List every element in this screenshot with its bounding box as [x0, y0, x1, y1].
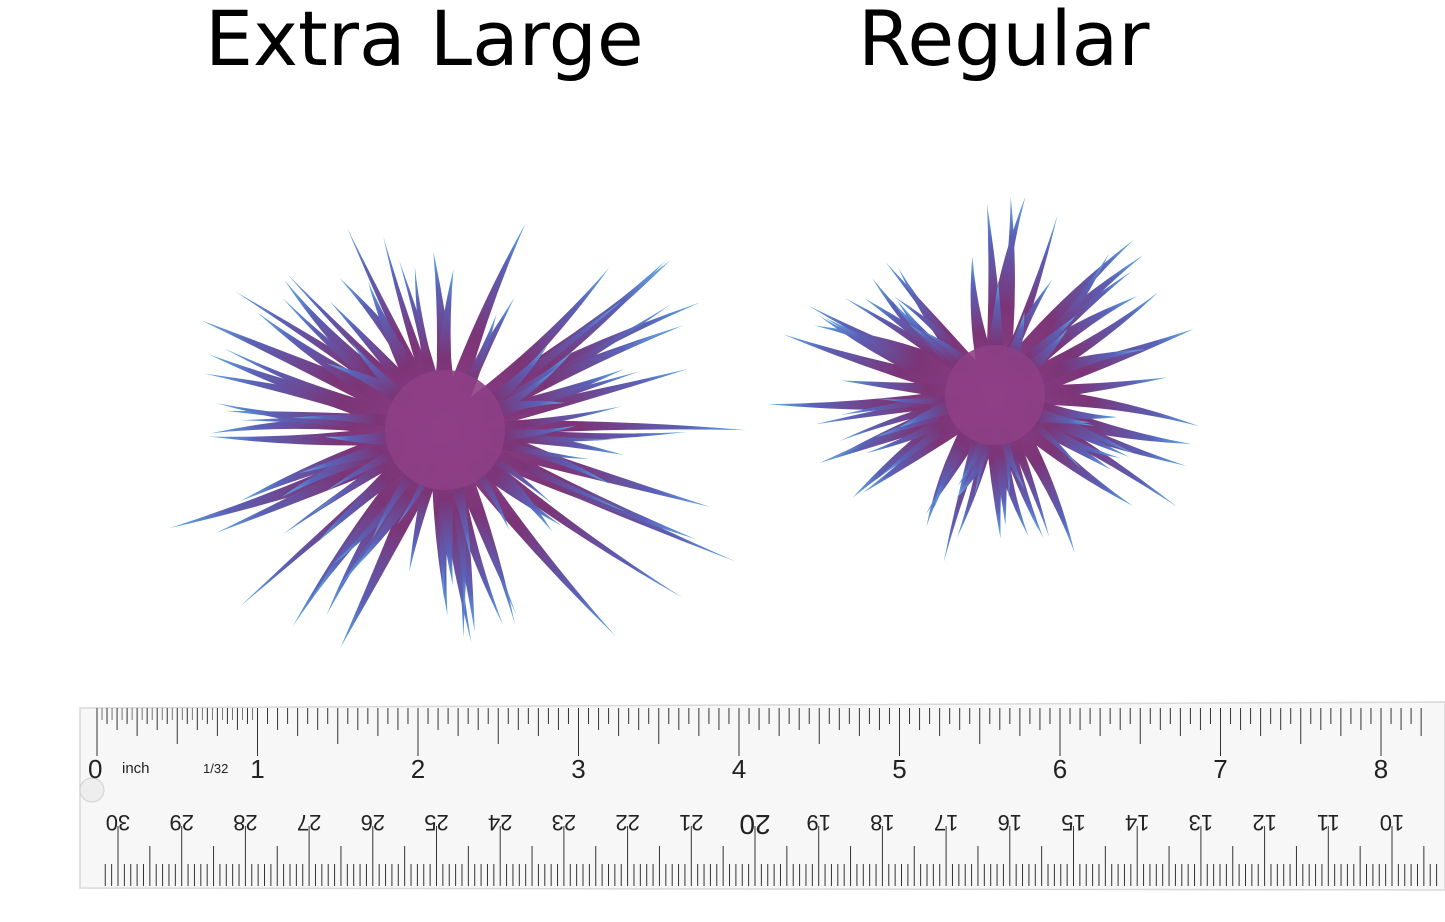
cm-label: 29: [169, 810, 193, 835]
cm-label: 24: [488, 810, 512, 835]
inch-label: 3: [571, 754, 585, 784]
title-extra-large: Extra Large: [205, 0, 644, 83]
title-regular: Regular: [858, 0, 1150, 83]
ruler-fraction-label: 1/32: [203, 761, 228, 776]
ruler-ticks: [96, 708, 1438, 886]
cm-label: 16: [998, 810, 1022, 835]
ruler-unit-label: inch: [122, 760, 150, 777]
cm-label: 13: [1189, 810, 1213, 835]
cm-label: 25: [424, 810, 448, 835]
ruler-body: [79, 701, 1445, 891]
air-plant-extra-large: [169, 223, 747, 648]
ruler-hole: [79, 777, 105, 803]
cm-label: 26: [361, 810, 385, 835]
cm-label: 30: [106, 810, 130, 835]
inch-label: 2: [411, 754, 425, 784]
inch-label: 1: [250, 754, 264, 784]
inch-label: 8: [1374, 754, 1388, 784]
cm-label: 19: [806, 810, 830, 835]
inch-label: 6: [1053, 754, 1067, 784]
cm-label: 11: [1317, 810, 1340, 835]
inch-label: 5: [892, 754, 906, 784]
air-plant-regular: [767, 196, 1200, 563]
ruler-zero-label: 0: [88, 754, 102, 784]
cm-label: 28: [233, 810, 257, 835]
plant-core: [945, 345, 1045, 445]
cm-label: 12: [1252, 810, 1276, 835]
cm-label: 23: [552, 810, 576, 835]
cm-label: 21: [679, 810, 703, 835]
inch-label: 7: [1213, 754, 1227, 784]
cm-label: 18: [870, 810, 894, 835]
cm-label: 17: [934, 810, 958, 835]
cm-label: 15: [1061, 810, 1085, 835]
cm-label: 14: [1125, 810, 1149, 835]
cm-label: 22: [615, 810, 639, 835]
cm-label: 27: [297, 810, 321, 835]
cm-label: 20: [739, 809, 770, 840]
plant-core: [385, 370, 505, 490]
cm-label: 10: [1380, 810, 1404, 835]
inch-label: 4: [732, 754, 746, 784]
